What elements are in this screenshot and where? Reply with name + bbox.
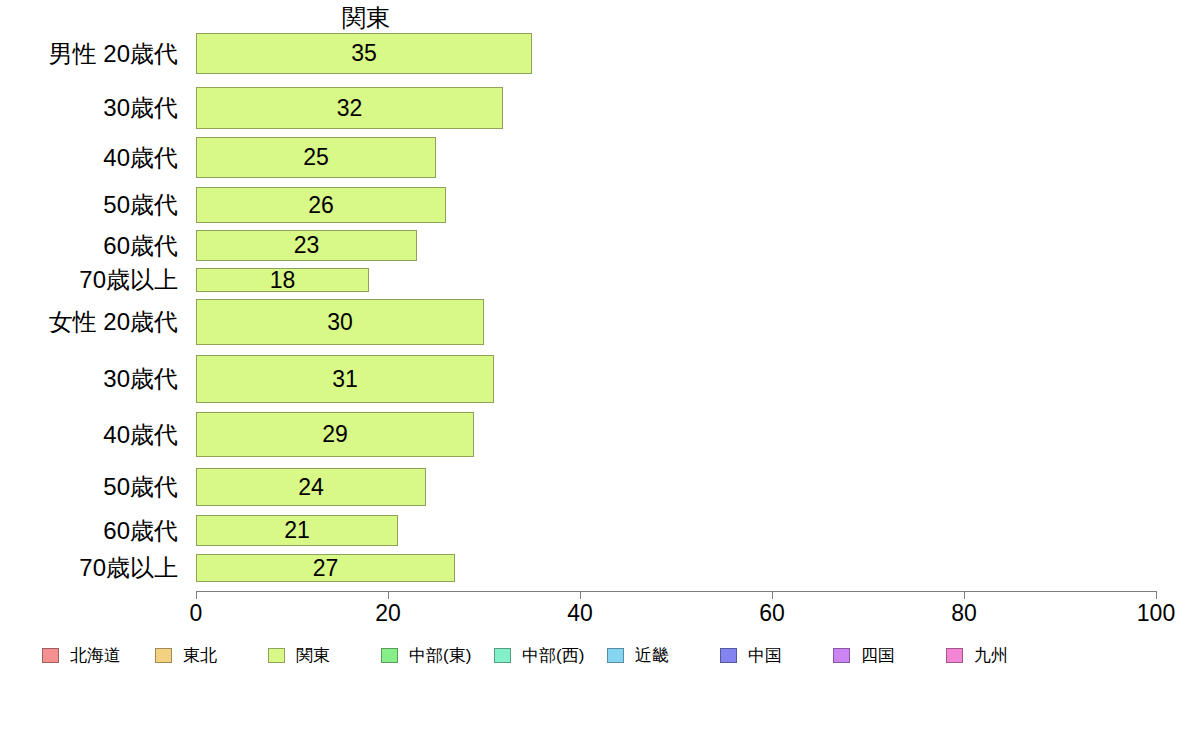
legend-swatch — [155, 648, 172, 663]
bar: 35 — [196, 33, 532, 74]
legend-item: 四国 — [833, 645, 895, 665]
legend-swatch — [268, 648, 285, 663]
bar-chart: 関東 男性 20歳代 35 30歳代 32 40歳代 25 50歳代 26 60歳代 23 70歳以… — [0, 0, 1188, 736]
x-axis-tick-label: 100 — [1116, 602, 1188, 625]
bar: 27 — [196, 554, 455, 582]
bar: 26 — [196, 187, 446, 223]
x-axis-tick — [772, 591, 773, 599]
legend-item: 東北 — [155, 645, 217, 665]
bar-value-label: 32 — [337, 97, 363, 120]
category-label: 40歳代 — [0, 412, 186, 457]
legend-item-label: 中部(東) — [409, 644, 471, 667]
bar-value-label: 26 — [308, 194, 334, 217]
category-label: 30歳代 — [0, 355, 186, 403]
x-axis-tick — [1156, 591, 1157, 599]
x-axis-tick-label: 60 — [732, 602, 812, 625]
legend-item: 中国 — [720, 645, 782, 665]
x-axis-tick — [388, 591, 389, 599]
category-label: 60歳代 — [0, 230, 186, 261]
x-axis-tick-label: 20 — [348, 602, 428, 625]
legend-swatch — [946, 648, 963, 663]
bar: 21 — [196, 515, 398, 546]
legend-item-label: 中部(西) — [522, 644, 584, 667]
bar: 23 — [196, 230, 417, 261]
bar-value-label: 29 — [322, 423, 348, 446]
legend-swatch — [381, 648, 398, 663]
bar-value-label: 27 — [313, 557, 339, 580]
legend-swatch — [720, 648, 737, 663]
bar: 32 — [196, 87, 503, 129]
category-label: 50歳代 — [0, 468, 186, 506]
legend-item: 九州 — [946, 645, 1008, 665]
x-axis-tick-label: 0 — [156, 602, 236, 625]
category-label: 30歳代 — [0, 87, 186, 129]
bar-value-label: 31 — [332, 368, 358, 391]
legend-swatch — [833, 648, 850, 663]
legend-item-label: 近畿 — [635, 644, 669, 667]
legend-item: 近畿 — [607, 645, 669, 665]
legend-item: 関東 — [268, 645, 330, 665]
bar-value-label: 24 — [298, 476, 324, 499]
bar: 29 — [196, 412, 474, 457]
bar-value-label: 30 — [327, 311, 353, 334]
legend-swatch — [494, 648, 511, 663]
legend-item: 中部(東) — [381, 645, 471, 665]
legend-item-label: 九州 — [974, 644, 1008, 667]
category-label: 男性 20歳代 — [0, 33, 186, 74]
legend-item: 中部(西) — [494, 645, 584, 665]
x-axis-tick — [580, 591, 581, 599]
bar: 31 — [196, 355, 494, 403]
legend-item-label: 東北 — [183, 644, 217, 667]
x-axis-line — [196, 591, 1156, 592]
bar: 18 — [196, 268, 369, 292]
legend-item-label: 関東 — [296, 644, 330, 667]
category-label: 女性 20歳代 — [0, 299, 186, 345]
category-label: 50歳代 — [0, 187, 186, 223]
bar-value-label: 18 — [270, 269, 296, 292]
bar-value-label: 35 — [351, 42, 377, 65]
bar-value-label: 21 — [284, 519, 310, 542]
bar: 25 — [196, 137, 436, 178]
category-label: 40歳代 — [0, 137, 186, 178]
category-label: 60歳代 — [0, 515, 186, 546]
legend-item-label: 中国 — [748, 644, 782, 667]
legend-item: 北海道 — [42, 645, 121, 665]
x-axis-tick — [196, 591, 197, 599]
bar-value-label: 25 — [303, 146, 329, 169]
bar: 30 — [196, 299, 484, 345]
bar-value-label: 23 — [294, 234, 320, 257]
category-label: 70歳以上 — [0, 554, 186, 582]
category-label: 70歳以上 — [0, 268, 186, 292]
chart-title: 関東 — [342, 2, 390, 34]
legend-swatch — [42, 648, 59, 663]
x-axis-tick-label: 80 — [924, 602, 1004, 625]
x-axis-tick — [964, 591, 965, 599]
legend-item-label: 四国 — [861, 644, 895, 667]
legend-swatch — [607, 648, 624, 663]
legend: 北海道 東北 関東 中部(東) 中部(西) 近畿 中国 四国 九州 — [0, 645, 1188, 669]
legend-item-label: 北海道 — [70, 644, 121, 667]
bar: 24 — [196, 468, 426, 506]
x-axis-tick-label: 40 — [540, 602, 620, 625]
